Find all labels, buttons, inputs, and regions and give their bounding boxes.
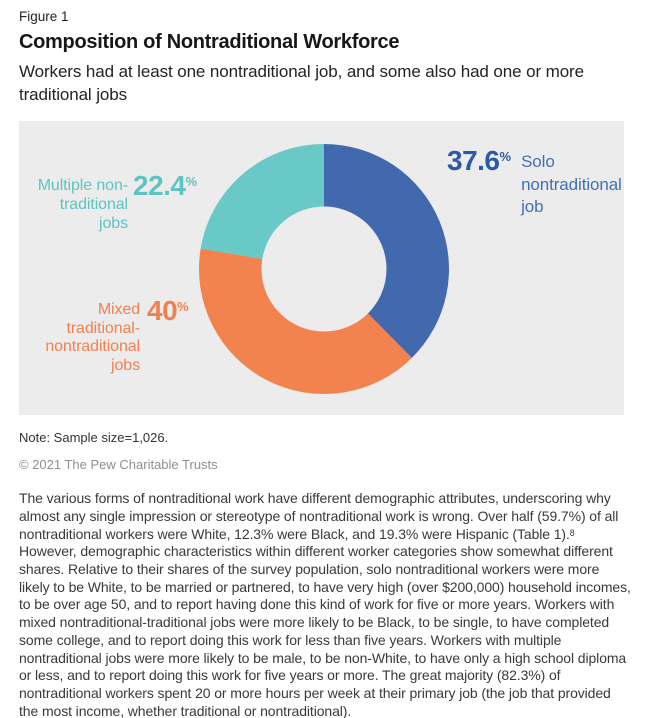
percent-sign: % [185,174,198,190]
percent-sign: % [177,299,189,315]
sample-size-note: Note: Sample size=1,026. [19,430,169,446]
figure-number-label: Figure 1 [19,9,69,24]
callout-multiple-nontraditional: Multiple non-traditional jobs 22.4% [27,170,198,233]
segment-value-number: 40 [147,295,178,327]
figure-header: Figure 1 Composition of Nontraditional W… [0,0,650,106]
segment-label-multiple: Multiple non-traditional jobs [37,177,128,233]
segment-value-number: 37.6 [447,145,500,177]
segment-value-number: 22.4 [133,170,186,202]
callout-solo-nontraditional: 37.6% Solo nontraditional job [447,145,641,219]
chart-panel: Multiple non-traditional jobs 22.4% Mixe… [19,121,624,416]
segment-label-solo: Solo nontraditional job [521,152,622,217]
body-paragraph-part2: However, demographic characteristics wit… [19,543,631,718]
donut-segment-solo-nontraditional-job [324,144,449,359]
body-paragraph: The various forms of nontraditional work… [19,490,633,718]
segment-value-mixed: 40% [147,295,189,327]
segment-value-multiple: 22.4% [133,170,198,202]
donut-chart [199,144,449,395]
copyright-line: © 2021 The Pew Charitable Trusts [19,457,218,473]
segment-value-solo: 37.6% [447,145,512,177]
callout-mixed-traditional-nontraditional: Mixed traditional-nontraditional jobs 40… [38,295,189,375]
segment-label-mixed: Mixed traditional-nontraditional jobs [45,301,140,374]
footnote-marker: 8 [569,527,575,538]
page-title: Composition of Nontraditional Workforce [19,31,400,53]
body-paragraph-part1: The various forms of nontraditional work… [19,490,619,542]
page-subtitle: Workers had at least one nontraditional … [19,62,584,104]
percent-sign: % [499,149,512,165]
donut-segment-mixed-traditional-nontraditional-jobs [199,248,412,395]
donut-segment-multiple-non-traditional-jobs [200,144,324,260]
